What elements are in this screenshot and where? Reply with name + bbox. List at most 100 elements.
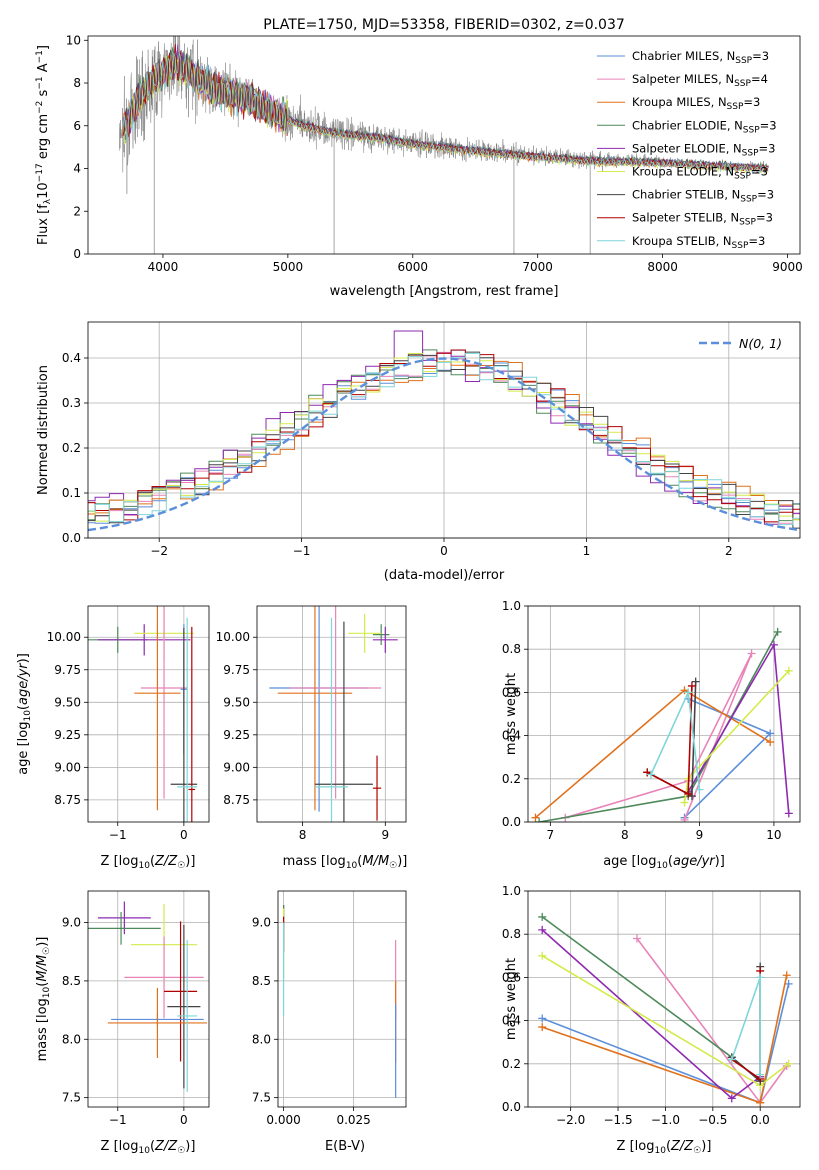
weight-vs-metallicity-plot-area [538,912,793,1107]
x-tick-label: 8000 [647,260,678,274]
x-axis-label-part: ☉ [177,1146,185,1156]
y-tick-label: 0 [73,247,81,261]
x-tick-label: −1.5 [603,1113,632,1127]
weight-series-line [731,970,762,1081]
x-axis-label: wavelength [Angstrom, rest frame] [330,284,559,299]
x-tick-label: 7 [547,828,555,842]
spectrum-ticks [84,39,788,258]
legend-entry-part: =3 [756,211,773,225]
x-axis-label: mass [log10(M/M☉)] [283,854,408,871]
age-vs-mass-plot-area [269,606,398,822]
weight-marker [784,979,793,988]
x-tick-label: −0.5 [698,1113,727,1127]
mass-vs-extinction-ticks [274,891,406,1111]
histogram-step [88,349,800,523]
weight-series-line [541,929,761,1100]
y-tick-label: 10 [66,33,81,47]
y-tick-label: 0.0 [502,1100,521,1114]
x-axis-label-part: Z/Z [154,1139,178,1154]
x-tick-label: 6000 [397,260,428,274]
weight-marker [538,912,547,921]
y-axis-label-part: age [log [16,722,31,775]
legend-entry: Kroupa MILES, NSSP=3 [632,95,760,112]
y-axis-label-part: ☉ [42,947,52,955]
weight-marker [538,1014,547,1023]
weight-vs-age-plot-area [531,627,793,822]
legend-entry-part: SSP [735,56,752,66]
y-axis-label-part: ( [16,705,31,710]
x-axis-label-part: age [log [603,854,656,869]
y-tick-label: 0.6 [502,970,521,984]
x-axis-label-part: 10 [138,861,150,871]
weight-marker [784,809,793,818]
y-tick-label: 8.5 [62,974,81,988]
y-tick-label: 9.75 [54,663,81,677]
weight-marker [747,649,756,658]
legend-entry-part: Chabrier MILES, N [632,49,735,63]
x-tick-label: 5000 [273,260,304,274]
legend-entry-part: Kroupa STELIB, N [632,234,732,248]
x-tick-label: 9000 [772,260,803,274]
weight-marker [646,770,655,779]
y-tick-label: 0.2 [62,441,81,455]
histogram-step [88,351,800,529]
y-tick-label: 0.2 [502,772,521,786]
x-axis-label-part: )] [185,854,195,869]
y-tick-label: 0.8 [502,642,521,656]
weight-marker [538,1023,547,1032]
y-axis-label-part: A [36,63,51,76]
weight-series-line [541,916,761,1082]
weight-vs-metallicity-frame [527,890,801,1108]
y-axis-label-part: 10 [23,710,33,722]
x-tick-label: 10 [766,828,781,842]
y-tick-label: 0.0 [502,815,521,829]
weight-series-line [565,653,753,821]
y-axis-label: mass weight [504,673,519,755]
gaussian-curve [88,357,800,532]
y-tick-label: 2 [73,204,81,218]
x-tick-label: 8 [299,828,307,842]
residual-histogram-plot-area [88,330,800,532]
histogram-step [88,352,800,526]
legend-entry: Chabrier STELIB, NSSP=3 [632,188,774,205]
y-tick-label: 9.50 [54,695,81,709]
legend-entry: Salpeter ELODIE, NSSP=3 [632,141,775,158]
weight-marker [727,1094,736,1103]
y-tick-label: 9.50 [223,695,250,709]
legend-entry-part: Kroupa MILES, N [632,95,727,109]
legend-entry-part: Salpeter STELIB, N [632,211,739,225]
weight-marker [691,677,700,686]
weight-marker [769,640,778,649]
weight-marker [766,729,775,738]
x-tick-label: −1 [109,1113,127,1127]
x-tick-label: −2 [150,544,168,558]
legend-entry-part: SSP [743,125,760,135]
legend-entry-part: SSP [734,79,751,89]
weight-marker [538,951,547,960]
age-vs-metallicity-ticks [84,606,209,826]
legend-entry-part: =3 [751,165,768,179]
legend-entry-part: SSP [734,172,751,182]
legend-entry: N(0, 1) [739,336,782,351]
x-axis-label-part: 10 [138,1146,150,1156]
legend-entry: Kroupa STELIB, NSSP=3 [632,234,765,251]
x-axis-label-part: ( [357,854,362,869]
weight-marker [756,1098,765,1107]
legend-entry-part: SSP [740,195,757,205]
x-axis-label-part: )] [397,854,407,869]
y-tick-label: 8 [73,76,81,90]
x-axis-label-part: mass [log [283,854,346,869]
y-axis-label-part: )] [16,653,31,663]
x-axis-label: age [log10(age/yr)] [603,854,725,871]
mass-vs-metallicity-frame [87,890,210,1108]
weight-marker [687,681,696,690]
x-axis-label-part: )] [185,1139,195,1154]
y-axis-label: mass weight [504,958,519,1040]
x-axis-label-part: ( [150,854,155,869]
x-tick-label: −1 [293,544,311,558]
y-axis-label-part: −1 [35,50,45,63]
weight-marker [632,934,641,943]
legend-entry-part: Kroupa ELODIE, N [632,165,734,179]
spectrum-plot-area [118,36,769,254]
x-tick-label: 2 [725,544,733,558]
